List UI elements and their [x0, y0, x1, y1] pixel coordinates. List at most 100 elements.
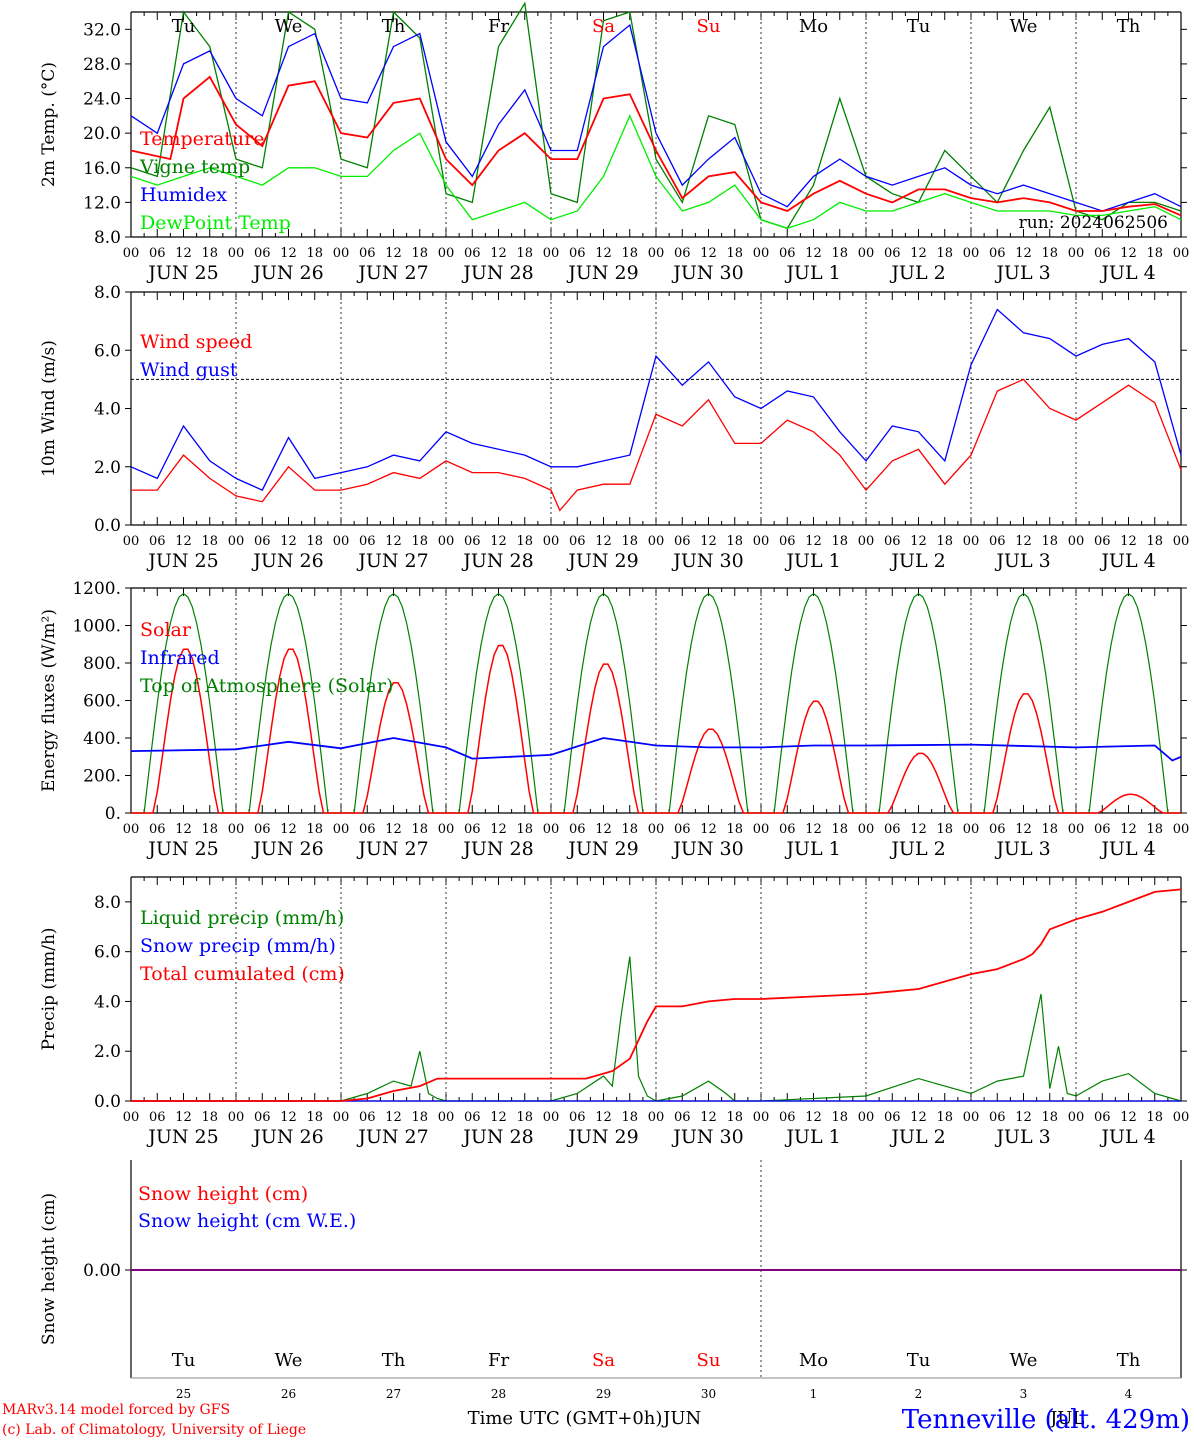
hour-tick-label: 06	[779, 1110, 796, 1125]
hour-tick-label: 18	[621, 1110, 638, 1125]
legend-1: Infrared	[140, 647, 220, 669]
hour-tick-label: 00	[123, 1110, 140, 1125]
hour-tick-label: 00	[543, 246, 560, 261]
hour-tick-label: 00	[333, 534, 350, 549]
y-tick-label: 8.0	[94, 228, 121, 248]
hour-tick-label: 18	[726, 1110, 743, 1125]
y-tick-label: 28.0	[83, 55, 121, 75]
hour-tick-label: 12	[910, 246, 927, 261]
hour-tick-label: 18	[201, 246, 218, 261]
hour-tick-label: 00	[1068, 822, 1085, 837]
hour-tick-label: 18	[306, 534, 323, 549]
hour-tick-label: 00	[648, 534, 665, 549]
hour-tick-label: 12	[805, 246, 822, 261]
hour-tick-label: 12	[385, 1110, 402, 1125]
y-tick-label: 6.0	[94, 341, 121, 361]
day-number-label: 1	[810, 1387, 818, 1401]
y-tick-label: 8.0	[94, 283, 121, 303]
hour-tick-label: 06	[674, 534, 691, 549]
day-number-label: 2	[915, 1387, 923, 1401]
hour-tick-label: 00	[963, 246, 980, 261]
date-label: JUN 30	[671, 262, 743, 284]
weekday-label: Sa	[592, 16, 615, 37]
hour-tick-label: 18	[726, 534, 743, 549]
hour-tick-label: 12	[385, 534, 402, 549]
hour-tick-label: 00	[438, 246, 455, 261]
date-label: JUN 27	[356, 1126, 428, 1148]
series-infrared	[130, 737, 1182, 762]
hour-tick-label: 00	[1173, 246, 1190, 261]
hour-tick-label: 18	[516, 1110, 533, 1125]
hour-tick-label: 06	[674, 822, 691, 837]
hour-tick-label: 06	[884, 822, 901, 837]
hour-tick-label: 12	[595, 1110, 612, 1125]
weekday-label: Sa	[592, 1350, 615, 1371]
legend-0: Liquid precip (mm/h)	[140, 907, 344, 929]
date-label: JUL 3	[994, 550, 1050, 572]
hour-tick-label: 12	[175, 534, 192, 549]
hour-tick-label: 12	[175, 1110, 192, 1125]
hour-tick-label: 18	[831, 534, 848, 549]
hour-tick-label: 06	[149, 534, 166, 549]
hour-tick-label: 12	[280, 822, 297, 837]
date-label: JUL 2	[889, 838, 945, 860]
hour-tick-label: 00	[333, 822, 350, 837]
hour-tick-label: 12	[385, 246, 402, 261]
hour-tick-label: 12	[595, 822, 612, 837]
day-number-label: 28	[491, 1387, 506, 1401]
series-0	[131, 378, 1182, 512]
hour-tick-label: 18	[306, 1110, 323, 1125]
hour-tick-label: 00	[1173, 822, 1190, 837]
hour-tick-label: 06	[464, 1110, 481, 1125]
hour-tick-label: 12	[280, 1110, 297, 1125]
weekday-label: Fr	[488, 1350, 509, 1371]
hour-tick-label: 00	[1173, 534, 1190, 549]
hour-tick-label: 18	[831, 1110, 848, 1125]
date-label: JUL 2	[889, 262, 945, 284]
hour-tick-label: 06	[884, 534, 901, 549]
hour-tick-label: 12	[385, 822, 402, 837]
date-label: JUN 25	[146, 550, 218, 572]
hour-tick-label: 06	[989, 534, 1006, 549]
hour-tick-label: 06	[359, 822, 376, 837]
weekday-label: We	[275, 16, 303, 37]
hour-tick-label: 06	[674, 246, 691, 261]
hour-tick-label: 18	[516, 534, 533, 549]
hour-tick-label: 00	[228, 1110, 245, 1125]
hour-tick-label: 18	[411, 822, 428, 837]
date-label: JUL 4	[1099, 550, 1155, 572]
y-tick-label: 4.0	[94, 992, 121, 1012]
hour-tick-label: 06	[1094, 246, 1111, 261]
hour-tick-label: 12	[910, 534, 927, 549]
day-number-label: 30	[701, 1387, 716, 1401]
weekday-label: Th	[382, 16, 406, 37]
hour-tick-label: 12	[700, 822, 717, 837]
weekday-label: Th	[382, 1350, 406, 1371]
hour-tick-label: 18	[516, 822, 533, 837]
hour-tick-label: 00	[963, 534, 980, 549]
date-label: JUN 29	[566, 550, 638, 572]
y-tick-label: 1200.	[72, 579, 121, 599]
legend-1: Vigne temp	[139, 156, 250, 178]
hour-tick-label: 00	[543, 534, 560, 549]
hour-tick-label: 12	[1015, 534, 1032, 549]
legend-0: Temperature	[140, 128, 264, 150]
date-label: JUL 3	[994, 1126, 1050, 1148]
hour-tick-label: 00	[438, 822, 455, 837]
series-0	[131, 956, 1182, 1102]
y-tick-label: 24.0	[83, 90, 121, 110]
hour-tick-label: 06	[569, 534, 586, 549]
series-0	[130, 75, 1182, 217]
hour-tick-label: 12	[595, 534, 612, 549]
hour-tick-label: 00	[648, 822, 665, 837]
date-label: JUL 4	[1099, 262, 1155, 284]
hour-tick-label: 00	[228, 822, 245, 837]
day-number-label: 29	[596, 1387, 611, 1401]
hour-tick-label: 00	[753, 534, 770, 549]
hour-tick-label: 12	[700, 246, 717, 261]
date-label: JUN 30	[671, 838, 743, 860]
date-label: JUL 1	[784, 550, 840, 572]
date-label: JUN 28	[461, 1126, 533, 1148]
date-label: JUN 25	[146, 1126, 218, 1148]
hour-tick-label: 12	[1120, 534, 1137, 549]
